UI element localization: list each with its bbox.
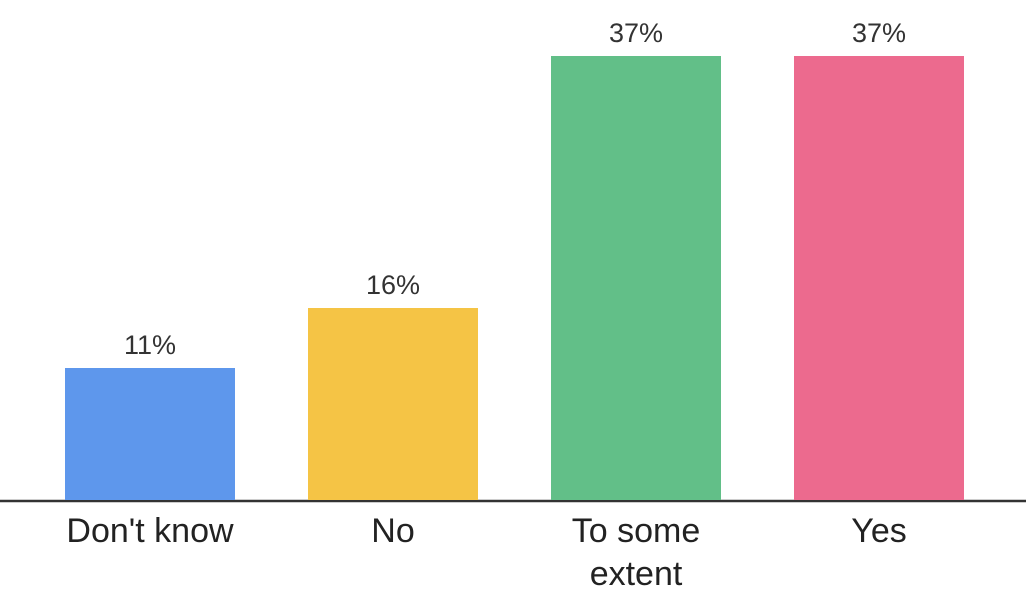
value-label: 11% <box>124 330 176 360</box>
bar <box>65 368 235 500</box>
value-label: 37% <box>852 18 906 48</box>
bar <box>551 56 721 500</box>
category-label: Don't know <box>66 512 234 550</box>
value-label: 16% <box>366 270 420 300</box>
category-label: Yes <box>851 512 907 550</box>
category-label: No <box>371 512 415 550</box>
bar <box>308 308 478 500</box>
bar <box>794 56 964 500</box>
value-label: 37% <box>609 18 663 48</box>
category-label: To some extent <box>571 512 701 593</box>
